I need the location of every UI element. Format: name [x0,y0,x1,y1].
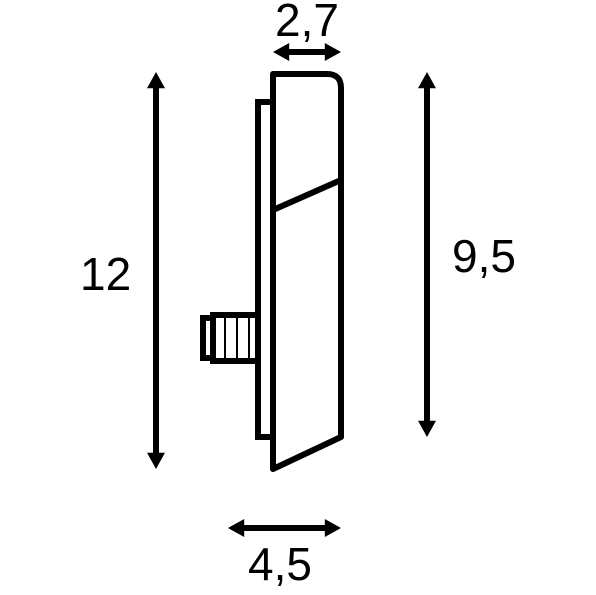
fixture-outline [203,74,341,469]
dim-left-label: 12 [80,248,131,300]
dim-left: 12 [80,82,156,459]
dim-top-label: 2,7 [275,0,339,46]
dim-top: 2,7 [275,0,339,52]
dim-bottom: 4,5 [238,528,331,590]
dim-bottom-label: 4,5 [248,538,312,590]
dim-right-label: 9,5 [452,230,516,282]
dim-right: 9,5 [427,82,516,427]
